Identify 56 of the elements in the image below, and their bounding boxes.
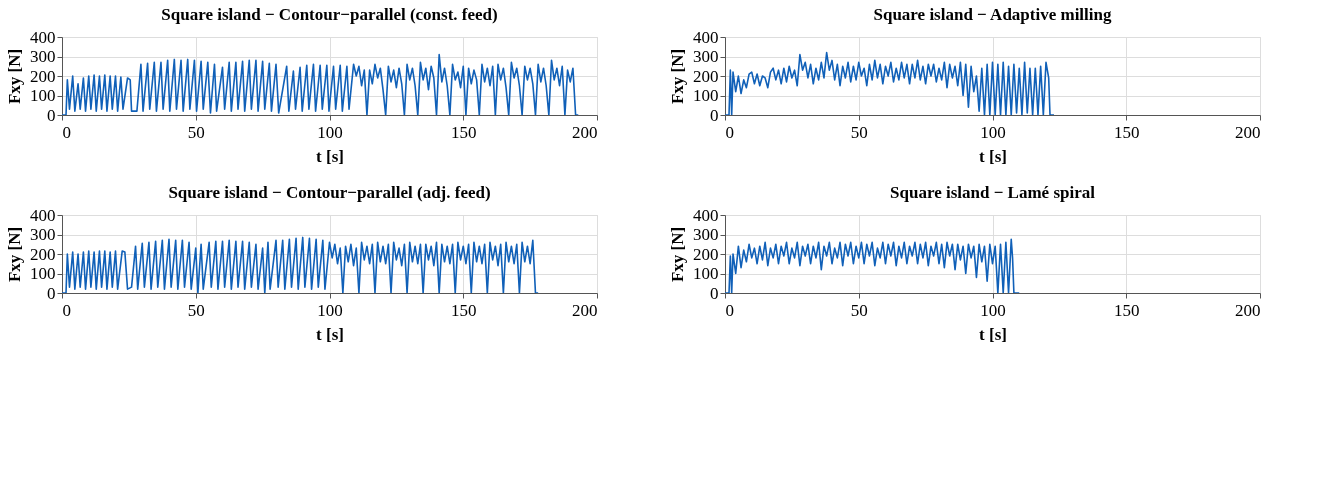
line-series bbox=[725, 51, 1055, 115]
y-tick-label: 0 bbox=[710, 283, 719, 303]
x-tick-label: 50 bbox=[187, 122, 205, 142]
x-tick-label: 50 bbox=[850, 122, 868, 142]
y-tick-label: 100 bbox=[30, 264, 56, 283]
chart-title: Square island − Lamé spiral bbox=[890, 183, 1096, 202]
y-tick-label: 0 bbox=[47, 283, 56, 303]
x-tick-label: 0 bbox=[62, 122, 71, 142]
y-tick-label: 0 bbox=[47, 105, 56, 125]
x-tick-label: 0 bbox=[62, 300, 71, 320]
x-tick-label: 200 bbox=[1235, 122, 1261, 142]
x-tick-label: 200 bbox=[572, 300, 598, 320]
x-tick-label: 100 bbox=[317, 122, 343, 142]
x-axis-title: t [s] bbox=[979, 146, 1007, 166]
y-tick-label: 400 bbox=[693, 27, 719, 47]
y-tick-label: 400 bbox=[30, 205, 56, 225]
x-axis-title: t [s] bbox=[316, 146, 344, 166]
y-tick-label: 400 bbox=[30, 27, 56, 47]
y-tick-label: 300 bbox=[693, 47, 719, 66]
x-tick-label: 150 bbox=[1114, 122, 1140, 142]
x-tick-label: 150 bbox=[1114, 300, 1140, 320]
y-tick-label: 400 bbox=[693, 205, 719, 225]
x-tick-label: 150 bbox=[451, 122, 477, 142]
x-tick-label: 100 bbox=[980, 122, 1006, 142]
y-tick-label: 100 bbox=[693, 86, 719, 105]
y-tick-label: 200 bbox=[693, 66, 719, 86]
y-tick-label: 300 bbox=[693, 225, 719, 244]
y-tick-label: 300 bbox=[30, 225, 56, 244]
chart-title: Square island − Contour−parallel (const. feed) bbox=[161, 5, 498, 24]
y-tick-label: 200 bbox=[693, 244, 719, 264]
y-tick-label: 200 bbox=[30, 66, 56, 86]
x-tick-label: 50 bbox=[850, 300, 868, 320]
y-tick-label: 100 bbox=[693, 264, 719, 283]
y-axis-title: Fxy [N] bbox=[668, 226, 687, 283]
x-axis-title: t [s] bbox=[979, 324, 1007, 344]
x-axis-title: t [s] bbox=[316, 324, 344, 344]
x-tick-label: 50 bbox=[187, 300, 205, 320]
x-tick-label: 200 bbox=[1235, 300, 1261, 320]
x-tick-label: 150 bbox=[451, 300, 477, 320]
chart-title: Square island − Adaptive milling bbox=[873, 5, 1112, 24]
y-axis-title: Fxy [N] bbox=[5, 48, 24, 105]
chart-title: Square island − Contour−parallel (adj. feed) bbox=[168, 183, 491, 202]
x-tick-label: 200 bbox=[572, 122, 598, 142]
y-tick-label: 0 bbox=[710, 105, 719, 125]
y-axis-title: Fxy [N] bbox=[668, 48, 687, 105]
x-tick-label: 0 bbox=[725, 122, 734, 142]
y-tick-label: 200 bbox=[30, 244, 56, 264]
x-tick-label: 0 bbox=[725, 300, 734, 320]
line-series bbox=[62, 236, 539, 293]
x-tick-label: 100 bbox=[317, 300, 343, 320]
x-tick-label: 100 bbox=[980, 300, 1006, 320]
line-series bbox=[62, 53, 580, 115]
y-tick-label: 300 bbox=[30, 47, 56, 66]
y-tick-label: 100 bbox=[30, 86, 56, 105]
line-series bbox=[725, 238, 1021, 293]
y-axis-title: Fxy [N] bbox=[5, 226, 24, 283]
